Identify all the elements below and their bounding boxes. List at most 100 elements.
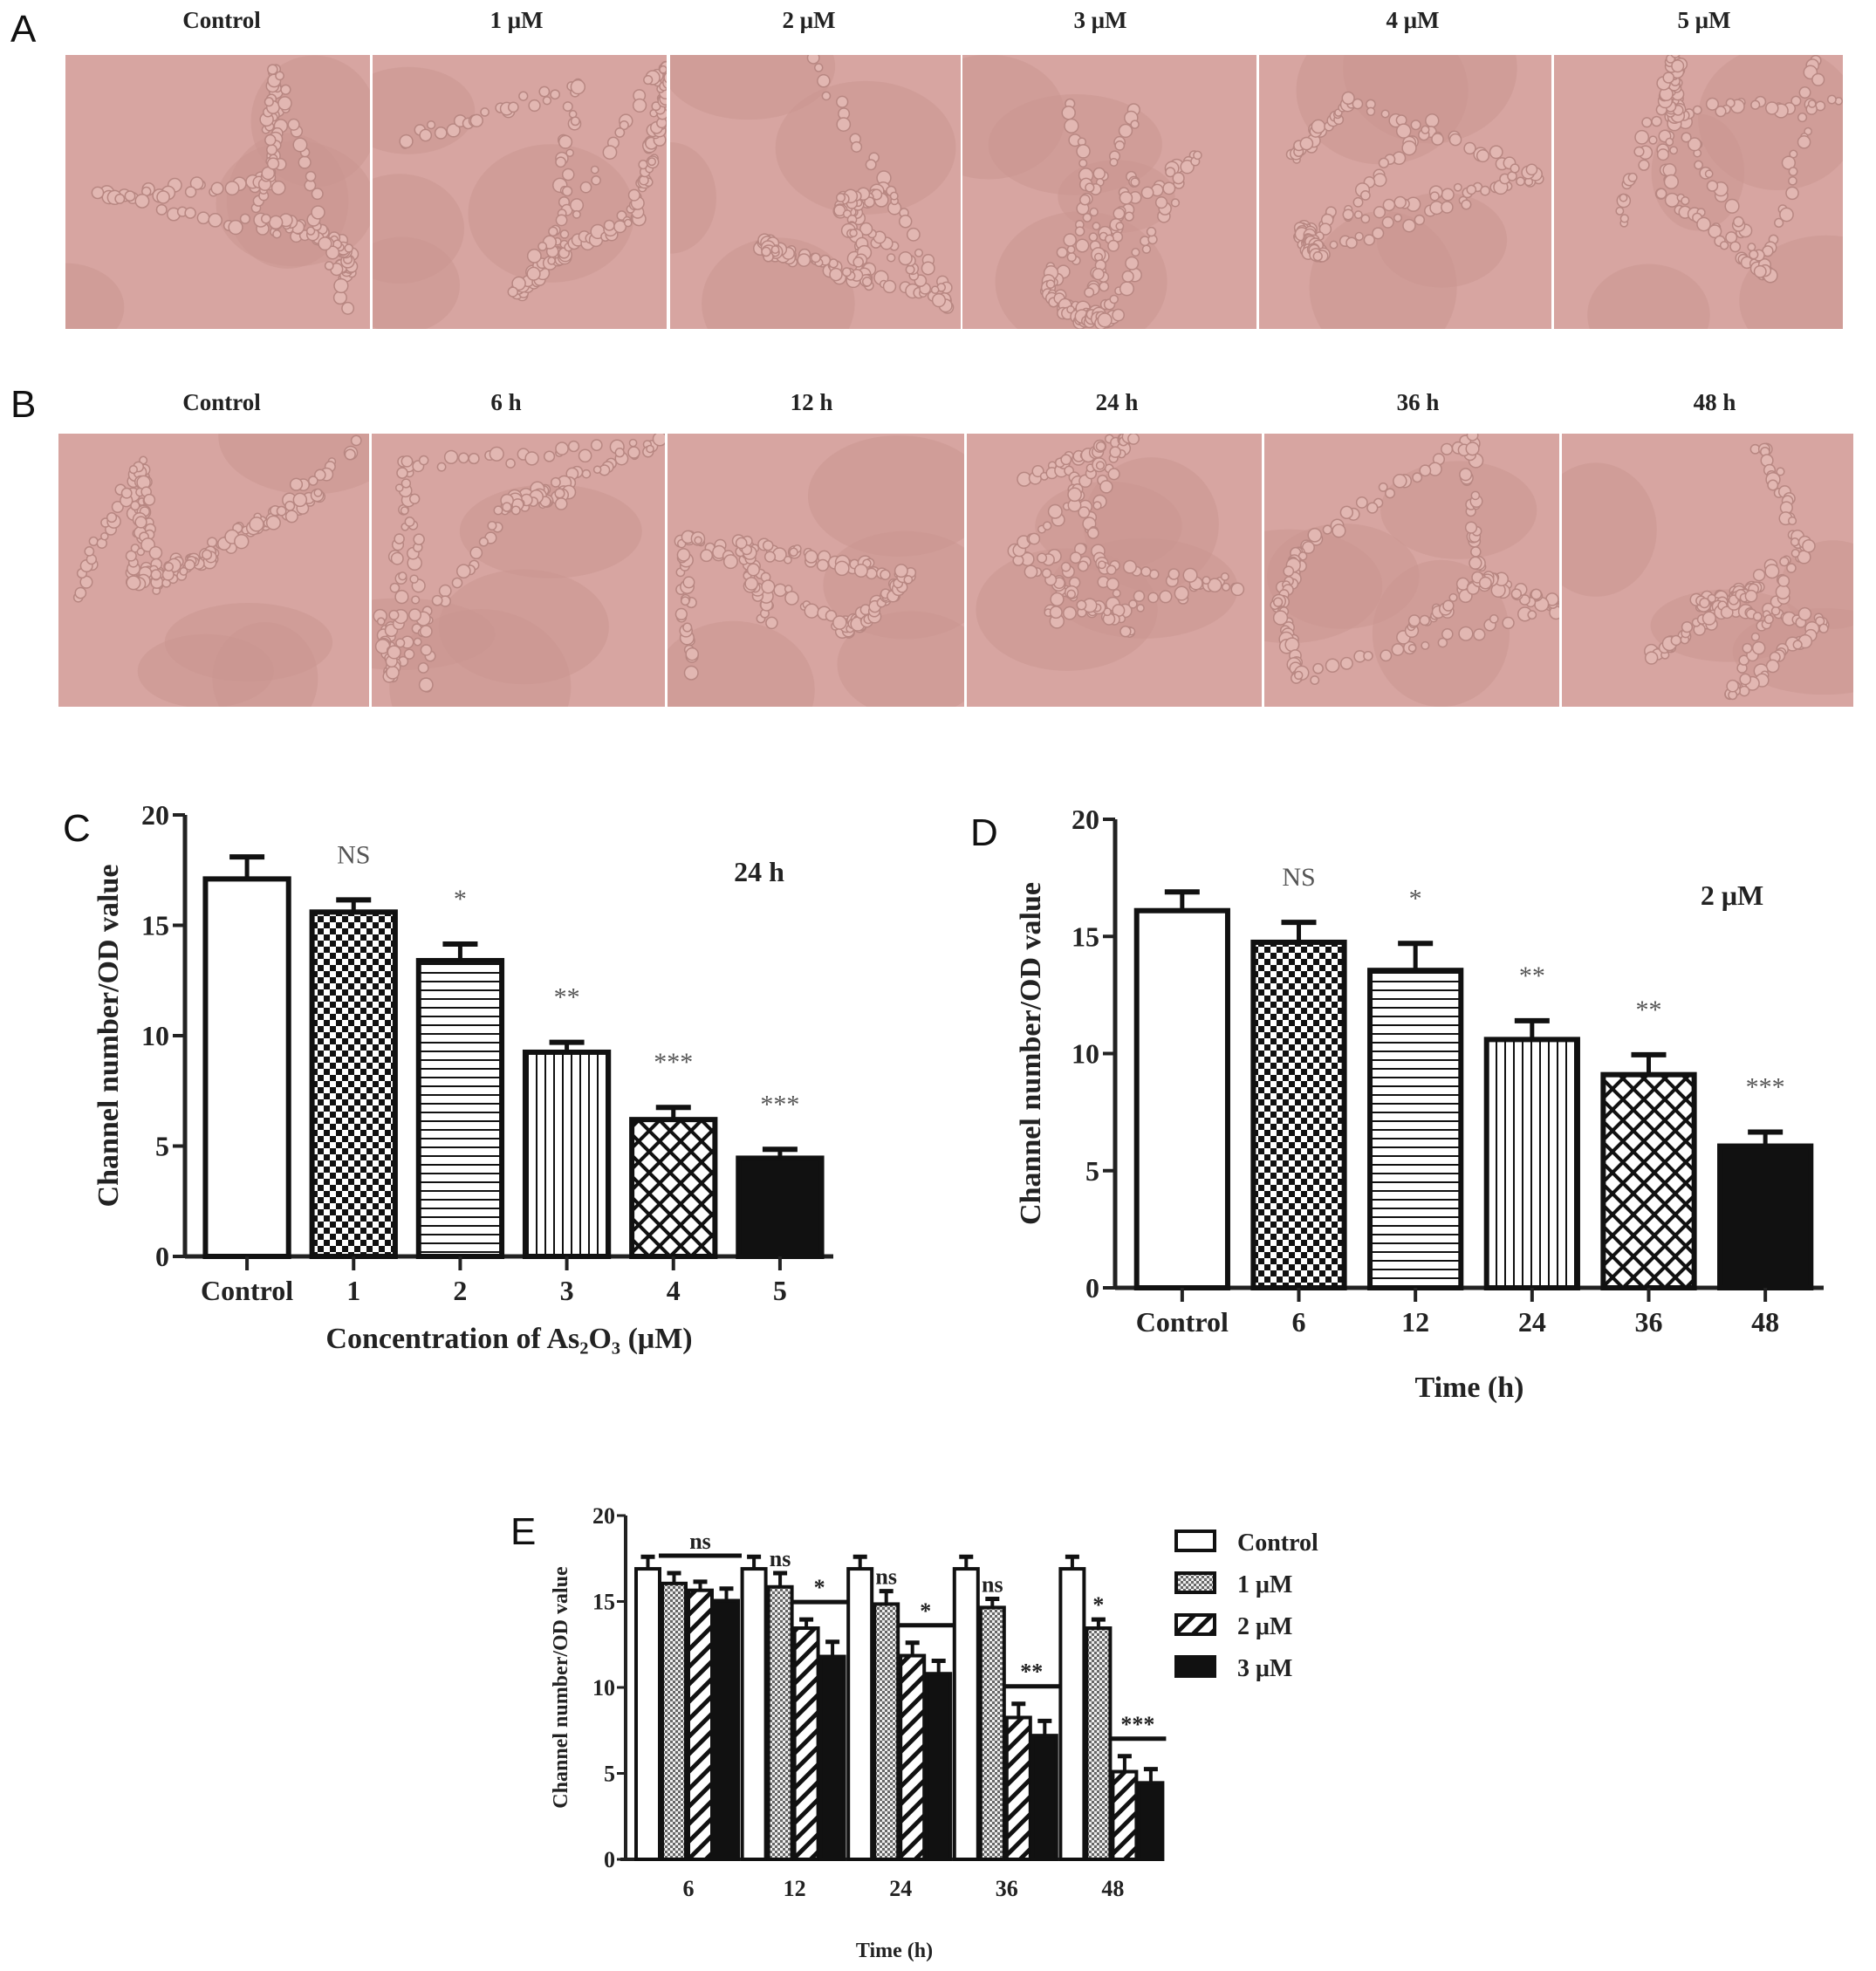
cell <box>1465 441 1480 456</box>
cell <box>1084 287 1095 298</box>
cell <box>136 547 146 557</box>
cell <box>1656 148 1669 161</box>
cell <box>1764 564 1780 579</box>
bar <box>1137 1781 1165 1861</box>
cell <box>1790 95 1802 106</box>
significance-label: ns <box>982 1572 1003 1598</box>
panel-letter: E <box>510 1510 536 1553</box>
cell <box>1681 620 1694 633</box>
cell <box>813 63 824 72</box>
cell <box>763 551 777 563</box>
y-tick-label: 10 <box>1072 1038 1099 1070</box>
legend-swatch <box>1174 1613 1216 1636</box>
cell <box>627 188 640 202</box>
cell <box>1088 232 1099 242</box>
cell <box>865 159 877 171</box>
cell <box>1136 604 1145 613</box>
cell <box>400 506 409 516</box>
cell <box>1665 137 1674 147</box>
x-tick-label: 24 <box>1518 1306 1546 1338</box>
cell <box>1076 144 1091 159</box>
cell <box>555 156 566 168</box>
cell <box>765 616 778 630</box>
micrograph-label: 6 h <box>490 389 521 415</box>
cell <box>1283 565 1295 578</box>
bar <box>818 1654 846 1862</box>
cell <box>1079 194 1091 206</box>
cell <box>1441 442 1454 455</box>
cell <box>264 133 277 147</box>
cell <box>1395 123 1412 139</box>
cell <box>1787 516 1797 526</box>
panel-a-micrographs: Control 1 μM 2 μM 3 μM 4 μM 5 μM <box>65 7 1843 329</box>
bar <box>687 1588 714 1861</box>
cell <box>921 261 935 276</box>
cell <box>1092 501 1102 510</box>
cell <box>1230 582 1245 597</box>
cell <box>1307 527 1323 543</box>
cell <box>632 98 647 113</box>
bar <box>202 876 291 1259</box>
cell <box>314 469 326 482</box>
cell <box>386 666 400 680</box>
cell <box>542 96 552 106</box>
cell <box>1060 454 1072 466</box>
condition-label: 24 h <box>734 856 784 887</box>
cell <box>1076 599 1087 611</box>
cell <box>1127 434 1140 445</box>
cell <box>396 467 408 479</box>
cell <box>1774 217 1784 228</box>
cell <box>1669 146 1679 155</box>
cell <box>538 86 551 98</box>
bar <box>713 1598 740 1861</box>
cell <box>537 242 548 251</box>
cell <box>1797 113 1808 123</box>
x-axis-title: Time (h) <box>1415 1372 1524 1404</box>
cell <box>561 186 573 197</box>
lacuna <box>995 211 1167 329</box>
cell <box>682 622 693 633</box>
cell <box>1056 246 1068 258</box>
cell <box>1180 159 1195 175</box>
cell <box>614 127 626 138</box>
cell <box>1207 578 1222 593</box>
cell <box>1638 159 1650 171</box>
cell <box>1421 640 1430 650</box>
micrograph <box>668 434 964 707</box>
cell <box>1140 566 1152 578</box>
y-tick-label: 10 <box>141 1020 169 1051</box>
cell <box>643 74 654 86</box>
significance-label: NS <box>1282 863 1315 892</box>
cell <box>1114 140 1126 151</box>
cell <box>128 465 138 475</box>
cell <box>1077 560 1089 572</box>
cell <box>700 549 714 563</box>
cell <box>570 116 580 127</box>
cell <box>264 97 274 107</box>
cell <box>469 113 483 127</box>
cell <box>1066 252 1077 263</box>
cell <box>579 181 592 194</box>
panel-letter: C <box>63 807 91 850</box>
cell <box>150 569 162 580</box>
significance-label: ns <box>875 1564 897 1590</box>
cell <box>567 440 580 453</box>
cell <box>1140 186 1154 200</box>
cell <box>1461 199 1472 210</box>
y-tick-label: 0 <box>604 1847 615 1872</box>
cell <box>852 257 865 268</box>
cell <box>1106 565 1117 576</box>
cell <box>887 253 896 263</box>
cell <box>859 222 873 236</box>
cell <box>1074 226 1085 236</box>
cell <box>797 253 811 267</box>
cell <box>694 536 702 545</box>
cell <box>451 577 463 589</box>
cell <box>1393 213 1403 222</box>
cell <box>543 450 556 462</box>
lacuna <box>775 80 956 215</box>
cell <box>1648 135 1658 145</box>
cell <box>558 134 573 149</box>
cell <box>493 505 503 516</box>
